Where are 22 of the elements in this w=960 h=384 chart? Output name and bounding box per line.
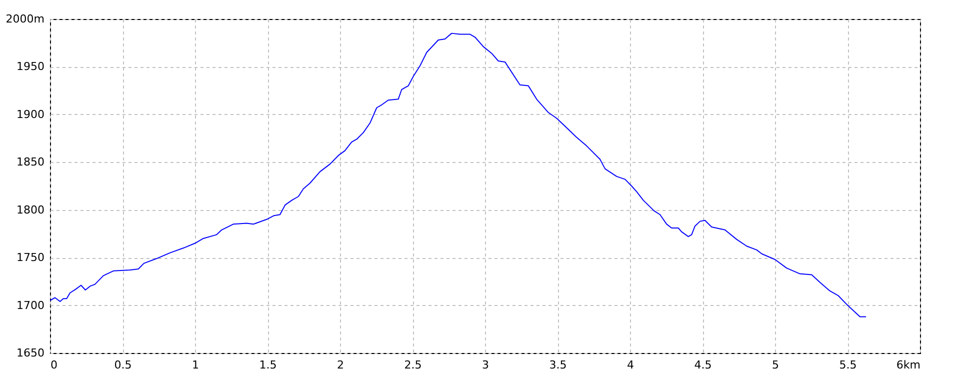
y-tick-label: 1950 xyxy=(16,60,44,74)
y-tick-label: 2000m xyxy=(6,12,44,26)
x-tick-label: 3.5 xyxy=(549,358,567,372)
x-tick-label: 0.5 xyxy=(114,358,132,372)
line-series xyxy=(50,32,867,318)
x-tick-label: 5 xyxy=(772,358,779,372)
y-tick-label: 1750 xyxy=(16,251,44,264)
x-tick-label: 4.5 xyxy=(694,358,712,372)
y-tick-label: 1700 xyxy=(16,298,44,312)
x-tick-label: 2.5 xyxy=(404,358,422,372)
x-tick-label: 1 xyxy=(192,358,199,372)
x-tick-label: 3 xyxy=(482,358,489,372)
y-tick-label: 1900 xyxy=(16,108,44,121)
y-tick-label: 1650 xyxy=(16,346,44,360)
y-tick-label: 1850 xyxy=(16,156,44,169)
x-tick-label: 6km xyxy=(896,358,920,372)
x-tick-label: 5.5 xyxy=(839,358,857,372)
x-tick-label: 1.5 xyxy=(259,358,277,372)
x-tick-label: 4 xyxy=(627,358,634,372)
y-tick-label: 1800 xyxy=(16,203,44,216)
x-tick-label: 0 xyxy=(50,358,58,372)
x-tick-label: 2 xyxy=(337,358,344,372)
